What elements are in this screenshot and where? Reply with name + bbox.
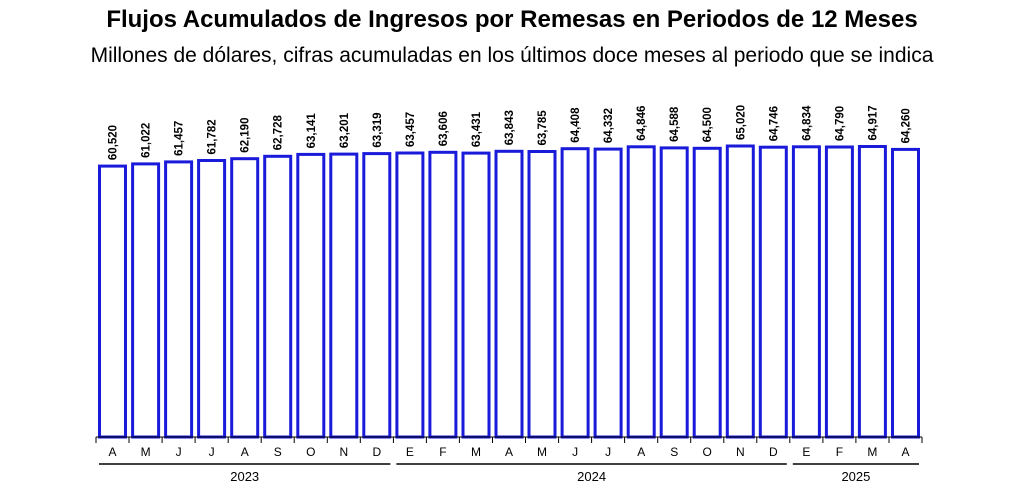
value-label: 63,431: [471, 111, 483, 147]
month-tick-label: F: [836, 445, 843, 459]
chart-title: Flujos Acumulados de Ingresos por Remesa…: [106, 6, 918, 33]
value-label: 64,846: [636, 106, 648, 141]
month-tick-label: A: [108, 445, 116, 459]
month-tick-label: J: [605, 445, 611, 459]
bar: [296, 152, 326, 439]
month-tick-label: D: [769, 445, 778, 459]
bar: [659, 146, 689, 439]
value-label: 65,020: [735, 105, 747, 140]
value-label: 64,588: [669, 106, 681, 142]
value-labels-group: 60,520 61,022 61,457 61,782 62,190 62,728 63,1…: [108, 105, 913, 160]
value-label: 60,520: [108, 125, 120, 160]
bar: [692, 146, 722, 439]
value-label: 61,457: [174, 121, 186, 156]
month-tick-label: N: [736, 445, 745, 459]
value-label: 64,917: [867, 105, 879, 140]
month-tick-label: J: [209, 445, 215, 459]
value-label: 64,260: [901, 108, 913, 143]
bar: [230, 157, 260, 439]
bar: [527, 150, 557, 439]
month-tick-label: J: [176, 445, 182, 459]
month-tick-label: A: [505, 445, 513, 459]
month-tick-label: O: [306, 445, 315, 459]
bar: [395, 151, 425, 439]
month-tick-label: S: [670, 445, 678, 459]
bar: [725, 144, 755, 439]
year-label: 2024: [577, 469, 606, 484]
bar: [560, 147, 590, 439]
value-label: 63,201: [339, 112, 351, 148]
year-label: 2025: [841, 469, 870, 484]
bars-group: [98, 144, 920, 439]
month-tick-label: D: [372, 445, 381, 459]
x-axis: A M J J A S O N D E F M A M J J A S O N D E F M A 2023 2024 2025: [95, 436, 923, 484]
month-tick-label: A: [241, 445, 249, 459]
value-label: 64,834: [801, 105, 813, 141]
bar: [891, 147, 920, 439]
month-tick-label: N: [339, 445, 348, 459]
chart-subtitle: Millones de dólares, cifras acumuladas e…: [90, 44, 934, 67]
bar: [494, 149, 524, 439]
value-label: 63,606: [438, 111, 450, 146]
value-label: 64,332: [603, 108, 615, 143]
bar: [329, 152, 359, 439]
bar: [362, 152, 392, 439]
value-label: 62,728: [273, 115, 285, 151]
value-label: 64,500: [702, 107, 714, 142]
month-tick-label: S: [274, 445, 282, 459]
month-tick-label: M: [537, 445, 547, 459]
month-tick-label: O: [703, 445, 712, 459]
value-label: 61,782: [207, 119, 219, 154]
bar: [131, 162, 161, 439]
bar: [164, 160, 194, 439]
value-label: 64,790: [834, 106, 846, 141]
value-label: 63,319: [372, 112, 384, 147]
month-tick-label: M: [471, 445, 481, 459]
value-label: 64,408: [570, 107, 582, 143]
bar: [626, 145, 656, 439]
month-tick-label: E: [406, 445, 414, 459]
bar: [428, 150, 458, 439]
year-label: 2023: [230, 469, 259, 484]
bar: [791, 145, 821, 439]
month-tick-label: J: [572, 445, 578, 459]
month-tick-label: F: [439, 445, 446, 459]
bar: [98, 164, 127, 439]
bar: [197, 159, 227, 439]
value-label: 63,457: [405, 112, 417, 147]
bar: [857, 145, 887, 439]
bar: [824, 145, 854, 439]
value-label: 63,843: [504, 110, 516, 145]
bar: [758, 145, 788, 439]
bar: [593, 147, 623, 439]
bar: [263, 154, 293, 439]
month-tick-label: E: [802, 445, 810, 459]
bar: [461, 151, 491, 439]
value-label: 61,022: [141, 123, 153, 158]
month-tick-label: A: [637, 445, 645, 459]
value-label: 63,785: [537, 110, 549, 146]
month-tick-label: A: [901, 445, 909, 459]
month-tick-label: M: [867, 445, 877, 459]
value-label: 63,141: [306, 113, 318, 149]
value-label: 62,190: [240, 118, 252, 153]
month-tick-label: M: [141, 445, 151, 459]
value-label: 64,746: [768, 106, 780, 141]
